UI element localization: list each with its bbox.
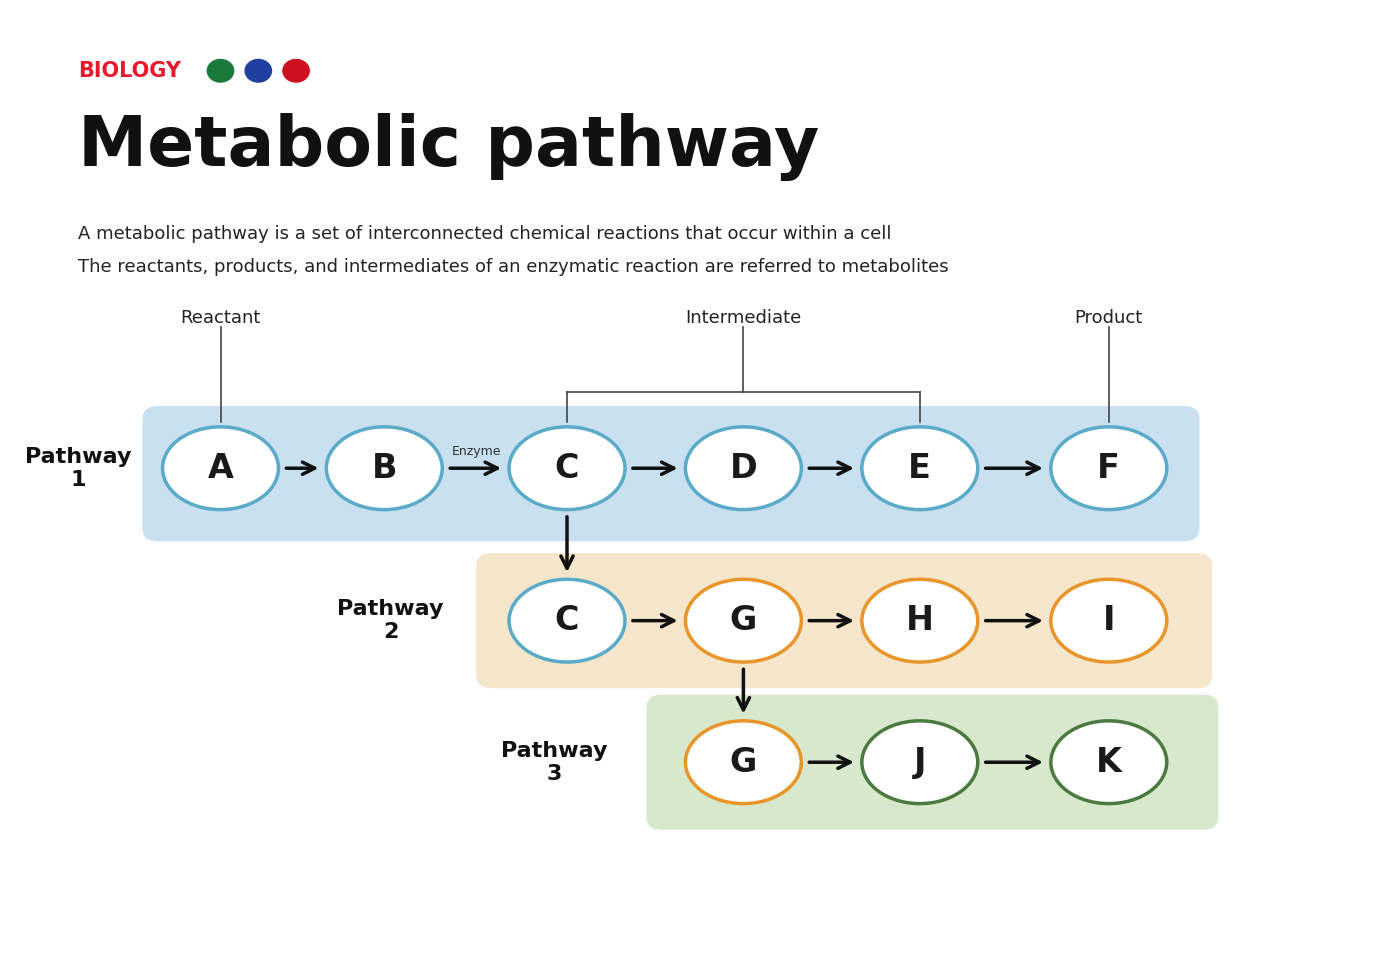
Ellipse shape (686, 579, 801, 662)
FancyBboxPatch shape (143, 406, 1199, 541)
Text: Pathway
3: Pathway 3 (502, 741, 607, 784)
Text: J: J (913, 746, 926, 779)
Ellipse shape (862, 721, 977, 804)
Text: B: B (371, 452, 396, 485)
Text: K: K (1096, 746, 1121, 779)
Text: C: C (554, 452, 579, 485)
Ellipse shape (244, 59, 272, 82)
Text: E: E (908, 452, 931, 485)
Text: A metabolic pathway is a set of interconnected chemical reactions that occur wit: A metabolic pathway is a set of intercon… (78, 225, 891, 243)
Ellipse shape (686, 721, 801, 804)
Ellipse shape (862, 579, 977, 662)
Ellipse shape (509, 579, 625, 662)
Ellipse shape (509, 427, 625, 510)
Ellipse shape (162, 427, 279, 510)
Ellipse shape (326, 427, 442, 510)
Ellipse shape (1051, 579, 1167, 662)
Ellipse shape (1051, 427, 1167, 510)
FancyBboxPatch shape (477, 553, 1213, 688)
Text: Pathway
2: Pathway 2 (337, 599, 444, 642)
Ellipse shape (862, 427, 977, 510)
Text: G: G (729, 604, 757, 637)
Ellipse shape (207, 59, 234, 82)
Text: Reactant: Reactant (180, 309, 261, 326)
Text: Metabolic pathway: Metabolic pathway (78, 113, 819, 181)
Ellipse shape (686, 427, 801, 510)
Text: Pathway
1: Pathway 1 (25, 447, 132, 490)
Text: C: C (554, 604, 579, 637)
Text: F: F (1098, 452, 1120, 485)
Text: BIOLOGY: BIOLOGY (78, 61, 182, 80)
Text: The reactants, products, and intermediates of an enzymatic reaction are referred: The reactants, products, and intermediat… (78, 258, 949, 275)
Ellipse shape (1051, 721, 1167, 804)
Text: G: G (729, 746, 757, 779)
Text: D: D (729, 452, 757, 485)
Text: H: H (906, 604, 934, 637)
Text: Enzyme: Enzyme (452, 445, 500, 459)
FancyBboxPatch shape (646, 695, 1218, 830)
Text: Product: Product (1074, 309, 1143, 326)
Text: Intermediate: Intermediate (685, 309, 801, 326)
Text: A: A (208, 452, 233, 485)
Text: I: I (1102, 604, 1116, 637)
Ellipse shape (283, 59, 310, 82)
